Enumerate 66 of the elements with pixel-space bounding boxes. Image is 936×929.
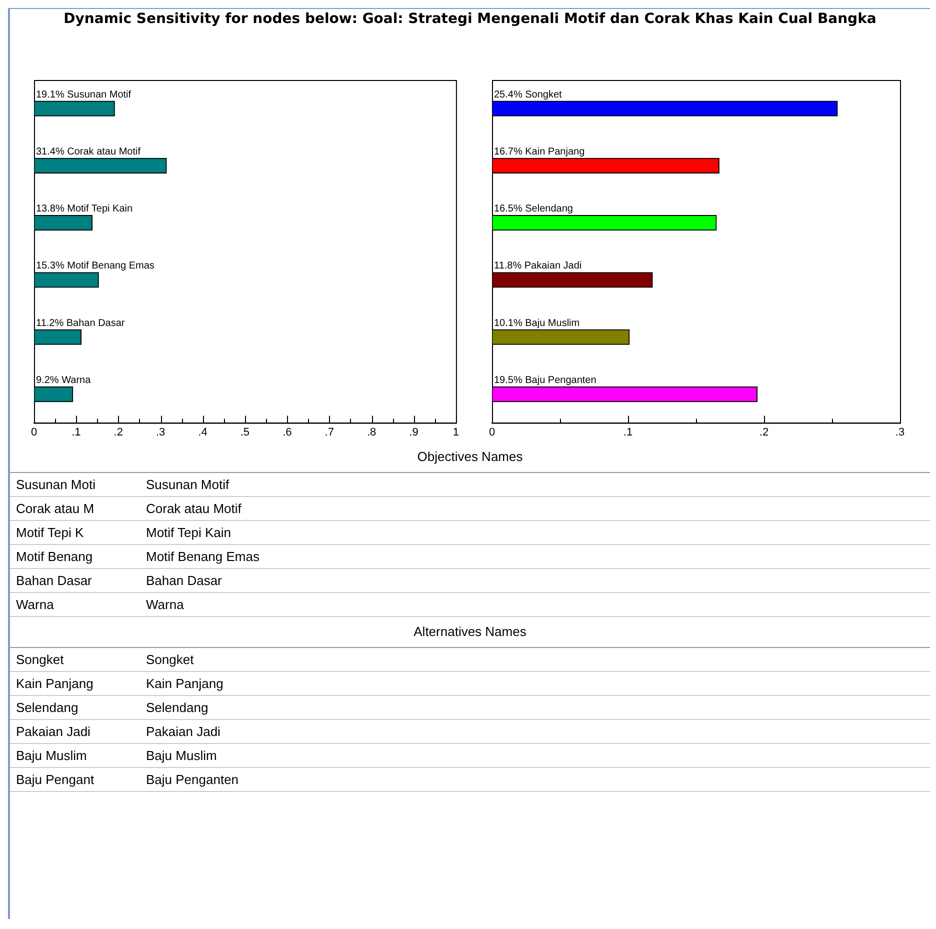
- x-tick-label: .8: [366, 426, 376, 438]
- x-tick-label: .4: [198, 426, 208, 438]
- text: Motif Tepi K: [15, 525, 85, 540]
- text: Baju Penganten: [145, 772, 239, 787]
- category-label: Baju Penganten: [525, 374, 596, 386]
- x-tick-label: .5: [240, 426, 250, 438]
- data-label: 19.1%: [36, 89, 64, 100]
- text: Songket: [145, 652, 194, 667]
- text: Corak atau M: [15, 501, 96, 516]
- x-tick-label: .3: [895, 426, 905, 438]
- text: Bahan Dasar: [15, 573, 93, 588]
- text: Susunan Motif: [145, 477, 230, 492]
- text: Pakaian Jadi: [15, 724, 92, 739]
- data-label: 15.3%: [36, 260, 64, 272]
- text: Warna: [15, 597, 55, 612]
- data-label: 19.5%: [494, 374, 522, 386]
- text: Kain Panjang: [15, 676, 94, 691]
- chart-title: Dynamic Sensitivity for nodes below: Goal: Strategi Mengenali Motif dan Corak Khas Kain Cual Bangka: [62, 10, 878, 28]
- text: Baju Muslim: [15, 748, 88, 763]
- text: Baju Pengant: [15, 772, 96, 787]
- data-label: 11.8%: [494, 260, 522, 272]
- x-tick-label: 1: [452, 426, 460, 438]
- x-tick-label: .7: [324, 426, 334, 438]
- category-label: Warna: [62, 374, 91, 386]
- x-tick-label: .3: [156, 426, 166, 438]
- category-label: Pakaian Jadi: [524, 260, 582, 272]
- category-label: Kain Panjang: [525, 146, 585, 158]
- x-tick-label: .1: [623, 426, 633, 438]
- category-label: Bahan Dasar: [66, 318, 125, 329]
- x-tick-label: .6: [282, 426, 292, 438]
- data-label: 10.1%: [494, 318, 522, 329]
- category-label: Motif Benang Emas: [67, 260, 154, 272]
- text: Baju Muslim: [145, 748, 217, 763]
- data-label: 16.5%: [494, 204, 522, 215]
- data-label: 31.4%: [36, 146, 64, 158]
- data-label: 13.8%: [36, 204, 64, 215]
- x-tick-label: .9: [409, 426, 418, 438]
- text: Bahan Dasar: [145, 573, 222, 588]
- x-tick-label: 0: [30, 426, 38, 438]
- x-tick-label: .2: [759, 426, 769, 438]
- data-label: 11.2%: [36, 318, 64, 329]
- text: Corak atau Motif: [145, 501, 242, 516]
- text: Warna: [145, 597, 184, 612]
- text: Selendang: [15, 700, 80, 715]
- category-label: Motif Tepi Kain: [67, 204, 133, 215]
- text: Objectives Names: [10, 442, 930, 473]
- category-label: Susunan Motif: [67, 89, 132, 100]
- category-label: Baju Muslim: [525, 318, 580, 329]
- text: Motif Benang: [15, 549, 94, 564]
- category-label: Corak atau Motif: [67, 146, 141, 158]
- x-tick-label: .2: [114, 426, 123, 438]
- category-label: Songket: [525, 89, 562, 100]
- text: Pakaian Jadi: [145, 724, 220, 739]
- x-tick-label: .1: [72, 426, 81, 438]
- text: Kain Panjang: [145, 676, 224, 691]
- text: Motif Benang Emas: [145, 549, 260, 564]
- text: Alternatives Names: [10, 617, 930, 648]
- text: Susunan Moti: [15, 477, 96, 492]
- text: Songket: [15, 652, 65, 667]
- text: Selendang: [145, 700, 208, 715]
- data-label: 16.7%: [494, 146, 522, 158]
- data-label: 9.2%: [36, 374, 59, 386]
- data-label: 25.4%: [494, 89, 522, 100]
- text: Motif Tepi Kain: [145, 525, 232, 540]
- x-tick-label: 0: [488, 426, 496, 438]
- category-label: Selendang: [525, 204, 573, 215]
